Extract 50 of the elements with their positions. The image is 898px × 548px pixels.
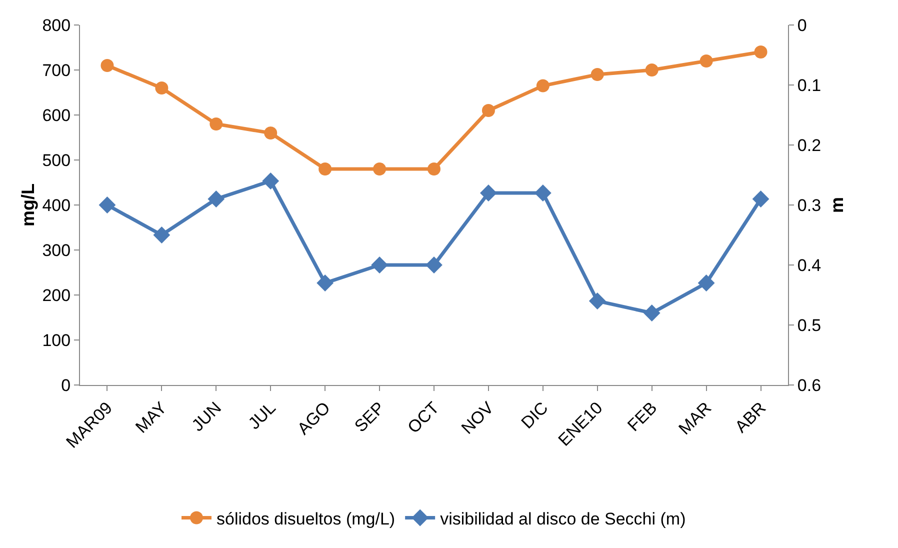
point [371,256,388,274]
x-tick-label: DIC [518,398,552,432]
y2-tick-label: 0.6 [797,376,822,395]
y2-tick-label: 0 [797,16,807,35]
y-tick-label: 800 [42,16,71,35]
y-tick-label: 600 [42,106,71,125]
point [754,46,768,58]
point [316,274,334,292]
legend-label: visibilidad al disco de Secchi (m) [440,509,686,528]
y-tick-label: 0 [61,376,71,395]
y2-tick-label: 0.4 [797,256,822,275]
point [318,162,332,176]
point [700,54,713,68]
point [482,104,495,117]
point [210,118,223,130]
point [428,162,440,176]
x-tick-label: JUL [244,398,280,434]
y-axis-title: mg/L [18,184,38,226]
point [590,68,604,81]
y2-axis-title: m [827,196,847,214]
legend-label: sólidos disueltos (mg/L) [216,509,396,528]
y-tick-label: 200 [42,286,71,305]
x-tick-label: SEP [350,398,388,436]
point [698,274,715,292]
point [153,226,170,244]
point [208,190,225,208]
y-tick-label: 500 [42,150,71,170]
point [262,172,280,190]
y2-tick-label: 0.3 [797,196,822,215]
point [98,196,116,214]
y-tick-label: 300 [42,240,71,260]
y2-tick-label: 0.5 [797,316,822,335]
y-tick-label: 100 [42,330,71,350]
point [155,82,168,94]
point [373,162,386,176]
point [100,59,114,72]
y-tick-label: 700 [42,60,71,80]
y2-tick-label: 0.1 [797,76,822,95]
point [480,184,497,202]
y-tick-label: 400 [42,196,71,215]
point [645,64,658,76]
point [426,256,442,274]
point [534,184,552,202]
point [588,292,606,310]
point [264,126,278,140]
x-tick-label: FEB [624,398,661,436]
point [536,79,550,92]
point [752,190,770,208]
y2-tick-label: 0.2 [797,136,822,155]
point [643,304,660,322]
